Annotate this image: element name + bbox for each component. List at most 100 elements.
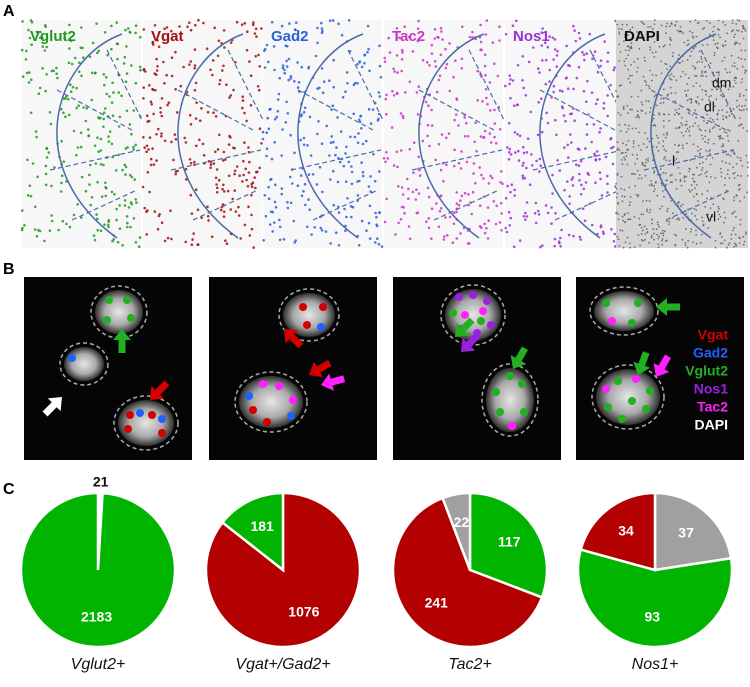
cell-dot [356,63,359,66]
cell-dot [730,233,733,236]
cell-dot [255,35,258,38]
cell-dot [310,233,313,236]
cell-dot [508,224,511,227]
cell-dot [669,174,672,177]
cell-dot [288,175,292,179]
cell-dot [268,223,272,226]
cell-dot [96,217,99,221]
cell-dot [50,184,53,188]
cell-dot [712,203,715,206]
cell-dot [623,33,626,36]
cell-dot [38,229,42,233]
cell-dot [397,221,400,225]
cell-dot [349,135,352,139]
cell-dot [735,41,737,43]
cell-dot [733,246,735,248]
cell-dot [693,181,696,183]
cell-dot [741,165,744,167]
cell-dot [703,26,706,29]
cell-dot [114,169,118,172]
cell-dot [681,238,684,241]
cell-dot [129,225,132,229]
cell-dot [656,194,659,197]
cell-dot [683,180,686,183]
cell-dot [151,147,154,150]
cell-dot [29,194,33,198]
cell-dot [106,53,109,57]
cell-dot [739,218,742,221]
cell-dot [233,172,236,176]
cell-dot [448,215,452,219]
cell-dot [528,183,532,186]
cell-dot [724,40,727,43]
cell-dot [640,32,643,35]
cell-dot [213,26,216,30]
cell-dot [637,177,640,180]
cell-dot [701,44,704,46]
channel-label: Nos1 [513,28,550,45]
transcript-dot [148,411,156,419]
cell-dot [742,235,745,238]
cell-dot [706,170,708,173]
cell-dot [513,131,517,134]
transcript-dot [508,422,516,430]
cell-dot [585,123,589,126]
cell-dot [712,142,715,145]
arrow-shape [461,332,481,352]
cell-dot [73,56,77,60]
cell-dot [563,146,566,149]
cell-dot [722,145,725,147]
cell-dot [579,192,583,196]
cell-dot [668,159,671,162]
cell-dot [426,134,429,138]
transcript-dot [602,385,610,393]
cell-dot [390,126,394,129]
cell-dot [392,94,396,97]
cell-dot [672,157,675,160]
cell-dot [293,80,296,83]
cell-dot [522,161,525,165]
cell-dot [178,25,181,28]
cell-dot [299,174,303,177]
cell-dot [686,83,689,86]
cell-dot [670,200,673,202]
cell-dot [645,100,648,102]
transcript-dot [628,397,636,405]
cell-dot [734,82,737,84]
cell-dot [553,244,556,248]
cell-dot [640,148,642,151]
cell-dot [508,82,511,86]
cell-dot [430,237,433,240]
cell-dot [540,31,543,34]
cell-dot [741,78,743,80]
cell-dot [172,158,175,162]
cell-dot [60,174,64,177]
cell-dot [112,238,115,241]
cell-dot [614,245,617,248]
cell-dot [719,215,722,218]
cell-dot [629,47,632,49]
cell-dot [719,233,721,235]
cell-dot [718,207,720,210]
nucleus [95,290,143,334]
cell-dot [628,204,631,207]
slice-label: 117 [498,534,521,550]
cell-dot [315,183,319,186]
cell-dot [195,144,198,148]
cell-dot [705,93,708,96]
cell-dot [498,128,502,131]
slice-label: 2183 [81,608,112,624]
cell-dot [250,193,253,197]
cell-dot [139,35,142,39]
cell-dot [567,63,570,67]
cell-dot [645,228,648,230]
cell-dot [666,94,669,97]
cell-dot [722,84,725,87]
cell-dot [88,173,91,177]
cell-dot [687,89,689,92]
cell-dot [678,219,680,221]
cell-dot [532,46,535,49]
cell-dot [280,154,283,157]
cell-dot [400,58,404,61]
cell-dot [657,142,660,144]
